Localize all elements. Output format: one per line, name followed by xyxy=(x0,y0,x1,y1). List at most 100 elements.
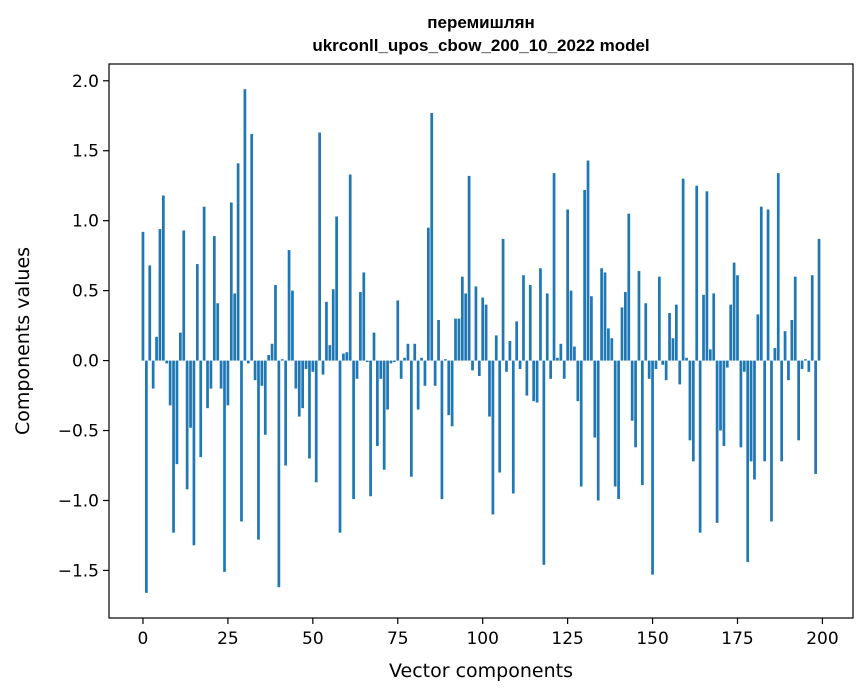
bar-121 xyxy=(552,173,556,361)
bar-140 xyxy=(617,360,620,500)
bar-65 xyxy=(362,272,366,361)
bar-191 xyxy=(790,320,794,361)
bar-120 xyxy=(549,360,552,379)
bar-59 xyxy=(342,353,345,361)
bar-113 xyxy=(525,360,529,396)
bar-87 xyxy=(437,320,440,361)
bar-68 xyxy=(372,332,376,361)
x-axis: 0 25 50 75 100 125 150 175 200 xyxy=(138,618,839,649)
bar-39 xyxy=(274,285,277,361)
bar-25 xyxy=(226,360,230,406)
bar-74 xyxy=(393,360,396,362)
bar-6 xyxy=(162,195,165,361)
bar-133 xyxy=(593,360,597,438)
bar-85 xyxy=(430,112,434,361)
bar-167 xyxy=(708,349,712,361)
bar-131 xyxy=(586,160,590,361)
bar-101 xyxy=(484,304,488,361)
bar-94 xyxy=(460,276,464,361)
bar-80 xyxy=(413,343,417,361)
bar-188 xyxy=(780,360,784,462)
bar-67 xyxy=(369,360,372,497)
bar-33 xyxy=(253,360,257,381)
y-tick-label: −1.0 xyxy=(58,491,99,511)
bar-145 xyxy=(634,360,637,448)
bar-183 xyxy=(763,360,767,462)
bar-164 xyxy=(698,360,702,533)
x-tick-label: 150 xyxy=(636,629,668,649)
y-tick-label: −0.5 xyxy=(58,422,99,442)
bar-179 xyxy=(749,360,753,462)
x-tick-label: 200 xyxy=(806,629,838,649)
y-tick-label: 1.5 xyxy=(72,142,99,162)
bar-166 xyxy=(705,191,709,361)
bar-18 xyxy=(202,206,206,361)
bar-23 xyxy=(219,360,223,389)
x-tick-label: 50 xyxy=(302,629,324,649)
bar-168 xyxy=(712,293,716,361)
bar-173 xyxy=(729,304,733,361)
bar-84 xyxy=(426,227,430,361)
bar-129 xyxy=(579,360,583,487)
bar-91 xyxy=(450,360,454,427)
bar-151 xyxy=(654,360,658,369)
bar-156 xyxy=(671,338,675,361)
bar-97 xyxy=(471,360,474,371)
bar-152 xyxy=(658,276,661,361)
bar-79 xyxy=(410,360,413,477)
bar-35 xyxy=(260,360,264,386)
bar-170 xyxy=(719,360,722,431)
y-axis: −1.5 −1.0 −0.5 0.0 0.5 1.0 1.5 2.0 xyxy=(58,72,109,581)
bar-81 xyxy=(416,360,420,410)
bar-77 xyxy=(403,357,406,361)
bar-199 xyxy=(817,238,821,361)
bar-53 xyxy=(321,360,325,375)
bar-146 xyxy=(637,271,641,361)
bar-169 xyxy=(715,360,719,523)
bar-147 xyxy=(641,360,644,486)
bar-143 xyxy=(627,213,631,361)
bar-95 xyxy=(464,293,468,361)
bar-29 xyxy=(240,360,243,522)
bar-22 xyxy=(216,303,220,361)
bar-99 xyxy=(477,360,481,376)
bar-102 xyxy=(488,360,491,417)
bar-24 xyxy=(223,360,226,572)
bar-115 xyxy=(532,360,536,402)
bar-16 xyxy=(195,264,199,361)
bar-92 xyxy=(454,318,457,361)
bar-181 xyxy=(756,314,760,361)
x-tick-label: 100 xyxy=(466,629,498,649)
bar-110 xyxy=(515,321,519,361)
bar-104 xyxy=(494,335,498,361)
bar-144 xyxy=(630,360,634,421)
bar-184 xyxy=(766,209,770,361)
bar-34 xyxy=(257,360,260,540)
bar-103 xyxy=(491,360,495,515)
bar-112 xyxy=(522,275,525,361)
bar-172 xyxy=(725,360,729,368)
bar-100 xyxy=(481,297,485,361)
bar-4 xyxy=(155,336,158,361)
bar-47 xyxy=(301,360,304,409)
bar-190 xyxy=(787,360,790,381)
bar-88 xyxy=(440,360,444,500)
bar-32 xyxy=(250,133,254,361)
bar-127 xyxy=(573,346,576,361)
bar-195 xyxy=(804,359,807,361)
bar-130 xyxy=(583,189,586,361)
bar-70 xyxy=(379,360,383,379)
bar-93 xyxy=(457,318,461,361)
y-tick-label: 2.0 xyxy=(72,72,99,92)
bar-42 xyxy=(284,360,288,466)
bar-54 xyxy=(325,301,328,361)
x-axis-label: Vector components xyxy=(389,660,573,682)
bar-40 xyxy=(277,360,281,588)
bar-51 xyxy=(314,360,318,483)
bar-83 xyxy=(423,360,427,386)
bar-45 xyxy=(294,360,298,389)
bar-7 xyxy=(165,360,169,364)
bar-174 xyxy=(732,262,736,361)
y-tick-label: −1.5 xyxy=(58,561,99,581)
bar-30 xyxy=(243,89,247,361)
